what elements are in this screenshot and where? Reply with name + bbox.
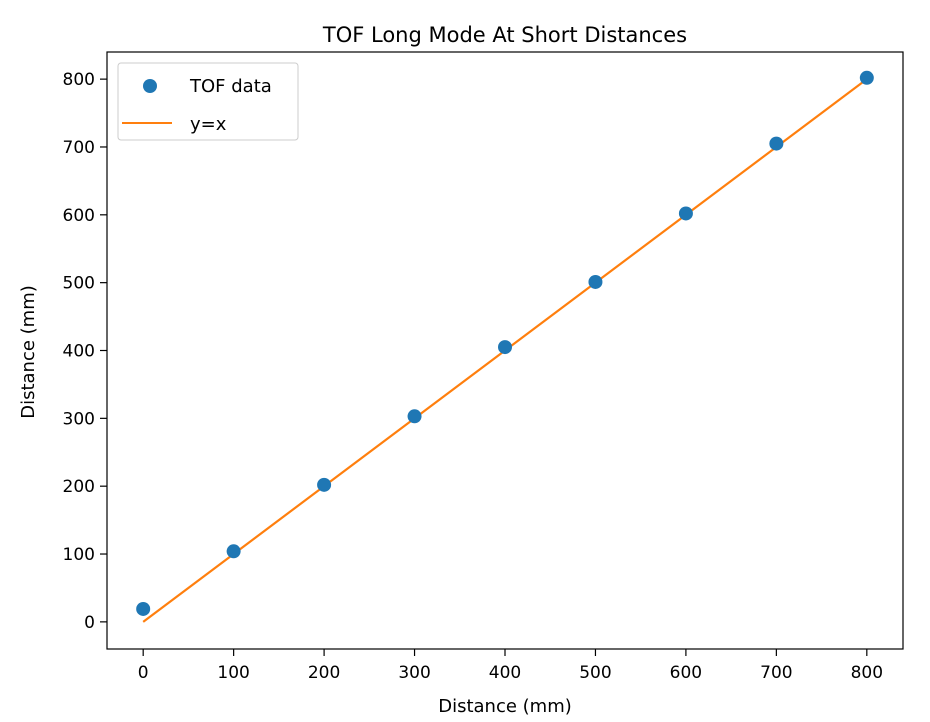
y-axis-ticks: 0 100 200 300 400 500 600 700 800: [63, 70, 107, 633]
data-point-tof: [407, 409, 422, 424]
y-axis-label: Distance (mm): [18, 285, 39, 419]
data-point-tof: [136, 601, 151, 616]
y-tick-label: 400: [63, 342, 95, 362]
y-tick-label: 800: [63, 70, 95, 90]
data-point-tof: [588, 274, 603, 289]
x-tick-label: 100: [217, 663, 249, 683]
y-tick-label: 300: [63, 409, 95, 429]
x-tick-label: 600: [670, 663, 702, 683]
legend-box: [117, 62, 299, 141]
y-tick-label: 200: [63, 477, 95, 497]
chart-title: TOF Long Mode At Short Distances: [322, 23, 687, 47]
data-point-tof: [859, 70, 874, 85]
x-axis-label: Distance (mm): [438, 696, 572, 717]
series-layer: [136, 70, 874, 623]
data-point-tof: [769, 136, 784, 151]
y-tick-label: 700: [63, 138, 95, 158]
legend-marker-tof-data: [143, 79, 157, 93]
x-tick-label: 200: [308, 663, 340, 683]
data-point-tof: [317, 477, 332, 492]
legend: TOF data y=x: [117, 62, 299, 141]
x-tick-label: 300: [398, 663, 430, 683]
legend-label-tof-data: TOF data: [189, 76, 272, 97]
y-tick-label: 500: [63, 274, 95, 294]
x-tick-label: 400: [489, 663, 521, 683]
x-tick-label: 800: [851, 663, 883, 683]
data-point-tof: [498, 340, 512, 355]
y-tick-label: 0: [84, 613, 95, 633]
data-point-tof: [226, 544, 241, 559]
data-point-tof: [678, 206, 693, 221]
x-tick-label: 500: [579, 663, 611, 683]
y-tick-label: 600: [63, 206, 95, 226]
x-axis-ticks: 0 100 200 300 400 500 600 700 800: [138, 649, 883, 683]
legend-label-y-equals-x: y=x: [190, 114, 227, 135]
x-tick-label: 0: [138, 663, 149, 683]
plot-frame: [106, 51, 904, 650]
y-tick-label: 100: [63, 545, 95, 565]
x-tick-label: 700: [760, 663, 792, 683]
